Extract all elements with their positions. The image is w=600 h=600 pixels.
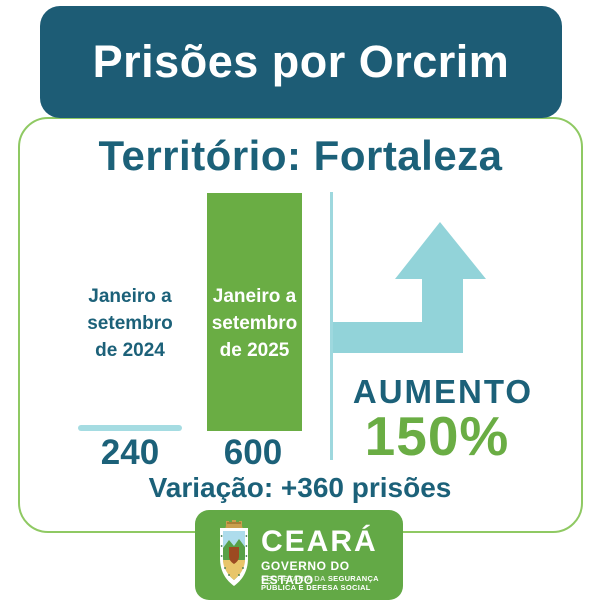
bar-2024 bbox=[78, 425, 182, 431]
logo-secretariat-line2: PÚBLICA E DEFESA SOCIAL bbox=[261, 583, 371, 592]
variation-text: Variação: +360 prisões bbox=[148, 472, 452, 503]
bar-label-2024-line3: de 2024 bbox=[95, 340, 165, 361]
value-2025: 600 bbox=[223, 433, 283, 472]
chart-divider bbox=[330, 192, 333, 460]
territory-title: Território: Fortaleza bbox=[98, 132, 503, 179]
bar-2025: Janeiro a setembro de 2025 bbox=[207, 193, 302, 431]
logo-secretariat-emphasis: SEGURANÇA bbox=[327, 574, 379, 583]
value-2024: 240 bbox=[100, 433, 160, 472]
bar-label-2025: Janeiro a setembro de 2025 bbox=[207, 283, 302, 364]
logo-secretariat-label: SECRETARIA DA SEGURANÇA PÚBLICA E DEFESA… bbox=[261, 574, 379, 592]
bar-label-2024-line1: Janeiro a bbox=[88, 286, 172, 307]
bar-label-2025-line3: de 2025 bbox=[219, 340, 290, 361]
bar-label-2024-line2: setembro bbox=[87, 313, 173, 334]
government-logo: CEARÁ GOVERNO DO ESTADO SECRETARIA DA SE… bbox=[195, 510, 403, 600]
bar-label-2025-line2: setembro bbox=[211, 313, 298, 334]
logo-state-name: CEARÁ bbox=[261, 525, 378, 558]
bar-label-2025-line1: Janeiro a bbox=[212, 286, 297, 307]
header-banner: Prisões por Orcrim bbox=[40, 6, 562, 118]
increase-arrow-icon bbox=[333, 222, 486, 353]
ceara-coat-of-arms-icon bbox=[220, 520, 248, 586]
increase-label: AUMENTO bbox=[352, 373, 534, 410]
page-title: Prisões por Orcrim bbox=[92, 36, 510, 87]
logo-government-label: GOVERNO DO ESTADO bbox=[261, 559, 350, 587]
logo-secretariat-line1: SECRETARIA DA SEGURANÇA bbox=[261, 574, 379, 583]
bar-label-2024: Janeiro a setembro de 2024 bbox=[70, 283, 190, 364]
increase-value: 150% bbox=[364, 405, 510, 467]
logo-secretariat-prefix: SECRETARIA DA bbox=[261, 574, 328, 583]
